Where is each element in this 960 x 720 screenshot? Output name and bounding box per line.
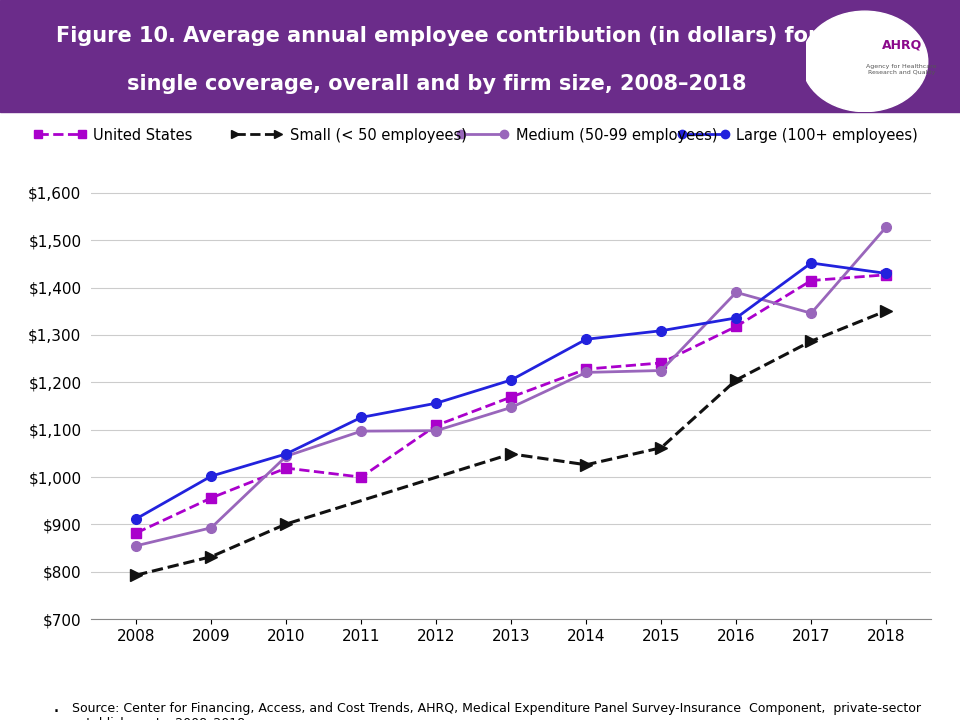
Text: ·: · <box>53 702 60 720</box>
Text: Agency for Healthcare
Research and Quality: Agency for Healthcare Research and Quali… <box>866 64 937 75</box>
Text: Large (100+ employees): Large (100+ employees) <box>736 128 918 143</box>
Text: Source: Center for Financing, Access, and Cost Trends, AHRQ, Medical Expenditure: Source: Center for Financing, Access, an… <box>72 702 921 720</box>
Text: AHRQ: AHRQ <box>881 38 922 51</box>
Text: Small (< 50 employees): Small (< 50 employees) <box>290 128 467 143</box>
Text: single coverage, overall and by firm size, 2008–2018: single coverage, overall and by firm siz… <box>127 73 747 94</box>
Ellipse shape <box>802 11 927 112</box>
Text: United States: United States <box>93 128 193 143</box>
Text: Medium (50-99 employees): Medium (50-99 employees) <box>516 128 717 143</box>
Text: Figure 10. Average annual employee contribution (in dollars) for: Figure 10. Average annual employee contr… <box>56 26 818 45</box>
